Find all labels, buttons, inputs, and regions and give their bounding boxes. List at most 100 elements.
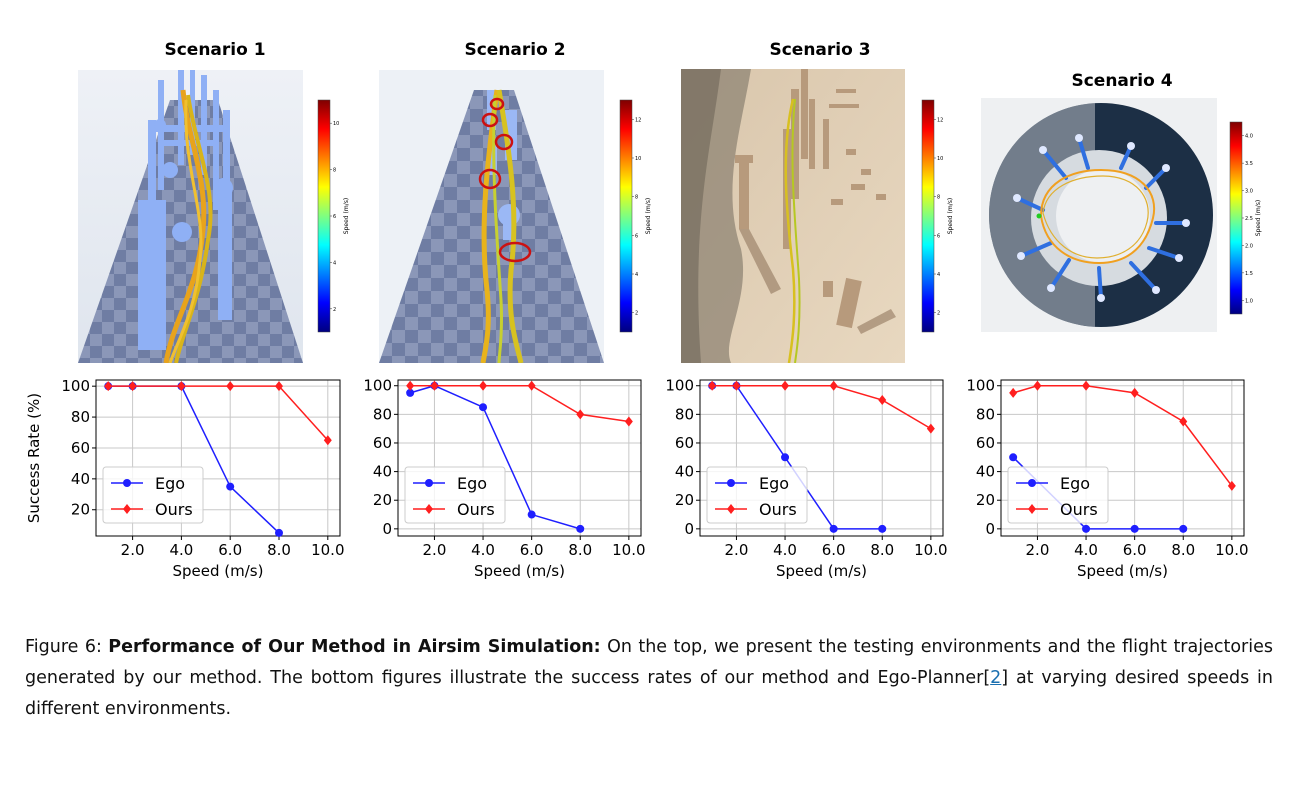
scenario-3-title: Scenario 3 [769, 40, 871, 60]
caption-prefix: Figure 6: [25, 637, 109, 657]
data-point-ours [576, 409, 585, 420]
y-tick-label: 60 [71, 439, 90, 457]
y-tick-label: 80 [71, 408, 90, 426]
legend-box [102, 466, 204, 524]
x-tick-label: 10.0 [612, 541, 645, 559]
data-point-ours [406, 380, 415, 391]
plot-border [95, 379, 341, 537]
colorbar-tick-label: 4 [937, 272, 940, 278]
data-point-ours [128, 381, 137, 392]
y-tick-label: 0 [985, 520, 995, 538]
y-tick-label: 20 [373, 491, 392, 509]
caption-ref-link[interactable]: 2 [990, 668, 1002, 688]
x-tick-label: 10.0 [311, 541, 344, 559]
y-tick-label: 100 [363, 377, 392, 395]
scenario-1-image [78, 70, 303, 363]
x-tick-label: 4.0 [773, 541, 797, 559]
x-tick-label: 8.0 [870, 541, 894, 559]
colorbar-tick-label: 2 [333, 307, 336, 313]
data-point-ours [527, 380, 536, 391]
data-point-ours [1130, 387, 1139, 398]
data-point-ours [1009, 387, 1018, 398]
data-point-ours [226, 381, 235, 392]
data-point-ours [1179, 416, 1188, 427]
legend-marker-ego [727, 479, 735, 487]
figure-caption: Figure 6: Performance of Our Method in A… [25, 632, 1273, 725]
x-tick-label: 2.0 [121, 541, 145, 559]
series-line-ours [712, 384, 932, 430]
legend-box [1007, 466, 1109, 524]
caption-bold-title: Performance of Our Method in Airsim Simu… [108, 637, 601, 657]
data-point-ego [878, 524, 887, 533]
legend-marker-ours [1028, 504, 1036, 514]
colorbar-tick-label: 8 [333, 168, 336, 174]
legend-marker-ego [1028, 479, 1036, 487]
legend-box [404, 466, 506, 524]
scenario-2-title: Scenario 2 [464, 40, 566, 60]
series-line-ego [409, 384, 581, 530]
data-point-ego [576, 524, 585, 533]
x-tick-label: 6.0 [520, 541, 544, 559]
legend-marker-ego [123, 479, 131, 487]
data-point-ego [177, 382, 186, 391]
x-axis-label: Speed (m/s) [173, 562, 264, 580]
scenario-2-colorbar-label: Speed (m/s) [645, 198, 652, 234]
y-tick-label: 40 [675, 463, 694, 481]
x-tick-label: 4.0 [471, 541, 495, 559]
data-point-ours [878, 395, 887, 406]
data-point-ours [430, 380, 439, 391]
x-tick-label: 4.0 [169, 541, 193, 559]
scenario-3-colorbar: 12 10 8 6 4 2 Speed (m/s) [921, 99, 954, 333]
y-tick-label: 60 [976, 434, 995, 452]
caption-text-1: On the top, we present the testing envir… [25, 637, 1273, 688]
y-tick-label: 60 [675, 434, 694, 452]
legend: Ego Ours [1007, 466, 1109, 524]
data-point-ego [1082, 524, 1091, 533]
plot-border [397, 379, 642, 537]
data-point-ours [732, 380, 741, 391]
y-tick-label: 20 [675, 491, 694, 509]
colorbar-tick-label: 4 [333, 260, 336, 266]
y-tick-label: 0 [684, 520, 694, 538]
chart-1: 2.0 4.0 6.0 8.0 10.0 20 40 60 80 100 Speed (m/s) Su… [25, 377, 345, 580]
legend-label: Ego [1060, 474, 1090, 493]
data-point-ours [1033, 380, 1042, 391]
colorbar-tick-label: 12 [937, 117, 943, 123]
data-point-ego [732, 381, 741, 390]
data-point-ego [479, 403, 488, 412]
legend-label: Ego [155, 474, 185, 493]
y-tick-label: 20 [976, 491, 995, 509]
scenario-4-colorbar: 4.0 3.5 3.0 2.5 2.0 1.5 1.0 Speed (m/s) [1229, 121, 1262, 315]
colorbar-tick-label: 1.0 [1245, 298, 1253, 304]
data-point-ego [829, 524, 838, 533]
data-point-ego [275, 528, 283, 537]
x-tick-label: 6.0 [1123, 541, 1147, 559]
colorbar-tick-label: 2 [635, 311, 638, 317]
y-tick-label: 100 [61, 377, 90, 395]
x-tick-label: 10.0 [914, 541, 947, 559]
legend: Ego Ours [404, 466, 506, 524]
colorbar-tick-label: 4.0 [1245, 134, 1253, 140]
plot-frame [95, 379, 341, 537]
colorbar-tick-label: 12 [635, 117, 641, 123]
y-tick-label: 100 [966, 377, 995, 395]
colorbar-tick-label: 8 [937, 195, 940, 201]
colorbar-tick-label: 6 [635, 233, 638, 239]
data-point-ego [708, 381, 717, 390]
plot-frame [1000, 379, 1245, 537]
series-line-ours [108, 385, 329, 441]
colorbar-tick-label: 2 [937, 311, 940, 317]
series-line-ego [108, 385, 280, 534]
scenario-4-colorbar-label: Speed (m/s) [1255, 200, 1262, 236]
colorbar-tick-label: 8 [635, 195, 638, 201]
legend-marker-ours [123, 504, 131, 514]
x-tick-label: 6.0 [218, 541, 242, 559]
series-line-ego [1012, 456, 1184, 530]
scenario-4-image [981, 98, 1217, 332]
x-tick-label: 2.0 [423, 541, 447, 559]
data-point-ours [275, 381, 283, 392]
legend-label: Ours [759, 500, 797, 519]
y-tick-label: 0 [382, 520, 392, 538]
x-tick-label: 8.0 [267, 541, 291, 559]
x-tick-label: 6.0 [822, 541, 846, 559]
